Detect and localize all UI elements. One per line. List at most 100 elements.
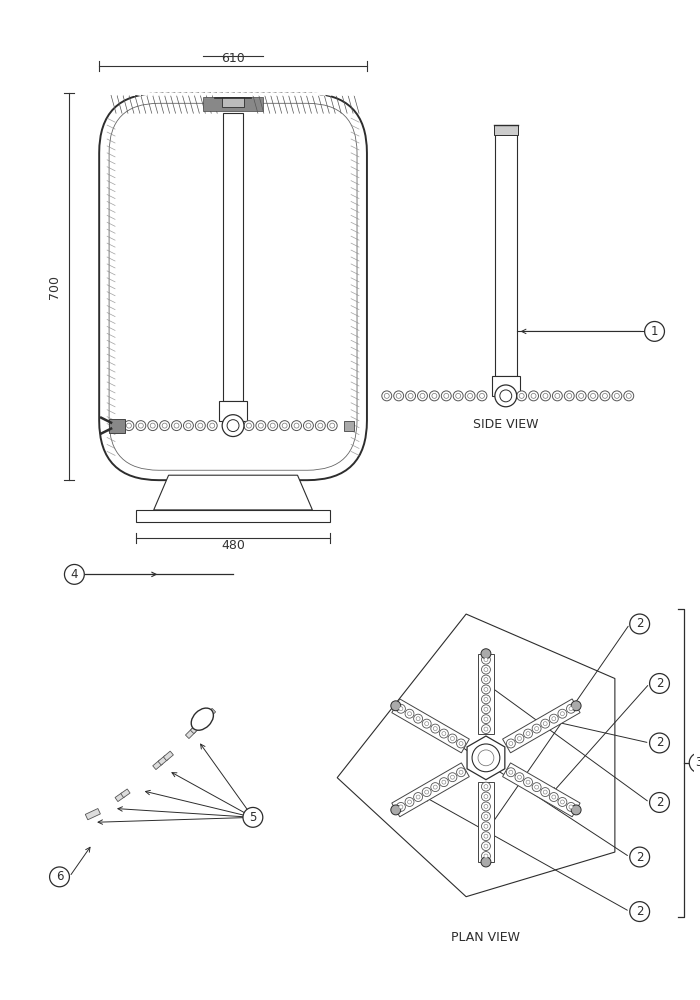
Circle shape <box>425 722 428 726</box>
Bar <box>195 718 206 729</box>
Circle shape <box>430 783 440 792</box>
Circle shape <box>517 737 522 740</box>
Circle shape <box>588 391 598 401</box>
Circle shape <box>416 717 420 721</box>
Circle shape <box>645 321 664 341</box>
Circle shape <box>543 393 548 398</box>
Circle shape <box>268 421 278 431</box>
Circle shape <box>270 423 275 428</box>
Circle shape <box>482 675 491 684</box>
Text: 480: 480 <box>221 539 245 552</box>
Circle shape <box>484 834 488 838</box>
Circle shape <box>246 423 251 428</box>
Circle shape <box>405 798 414 806</box>
Circle shape <box>482 842 491 851</box>
Circle shape <box>506 739 515 748</box>
Circle shape <box>405 709 414 718</box>
Circle shape <box>540 719 550 728</box>
Circle shape <box>484 814 488 818</box>
Bar <box>85 809 100 820</box>
Circle shape <box>127 423 132 428</box>
Circle shape <box>244 421 254 431</box>
Circle shape <box>391 701 400 711</box>
Circle shape <box>484 785 488 789</box>
Circle shape <box>552 391 562 401</box>
Polygon shape <box>392 699 469 753</box>
Circle shape <box>484 854 488 858</box>
Circle shape <box>425 790 428 794</box>
Circle shape <box>422 719 431 728</box>
Ellipse shape <box>191 708 214 730</box>
Circle shape <box>318 423 323 428</box>
Circle shape <box>258 423 263 428</box>
Circle shape <box>482 705 491 714</box>
Circle shape <box>480 393 484 398</box>
Circle shape <box>526 780 530 784</box>
Circle shape <box>222 415 244 437</box>
Circle shape <box>626 393 631 398</box>
Circle shape <box>535 785 538 789</box>
Text: 2: 2 <box>656 796 664 809</box>
Text: 610: 610 <box>221 52 245 65</box>
Polygon shape <box>154 475 312 510</box>
Circle shape <box>382 391 392 401</box>
Circle shape <box>484 717 488 721</box>
Bar <box>492 376 519 396</box>
Circle shape <box>456 393 461 398</box>
Circle shape <box>456 768 466 777</box>
Circle shape <box>468 393 472 398</box>
Circle shape <box>482 715 491 724</box>
Circle shape <box>532 724 541 733</box>
Circle shape <box>524 729 533 738</box>
Circle shape <box>555 393 560 398</box>
Circle shape <box>186 423 191 428</box>
Circle shape <box>600 391 610 401</box>
Polygon shape <box>503 699 580 753</box>
Text: 2: 2 <box>656 736 664 749</box>
Circle shape <box>306 423 311 428</box>
Bar <box>153 760 163 770</box>
Circle shape <box>393 391 404 401</box>
Circle shape <box>484 727 488 731</box>
Circle shape <box>528 391 538 401</box>
Circle shape <box>328 421 337 431</box>
Circle shape <box>524 778 533 787</box>
Circle shape <box>453 391 463 401</box>
Bar <box>200 713 211 724</box>
Circle shape <box>442 780 446 784</box>
Circle shape <box>282 423 287 428</box>
Text: PLAN VIEW: PLAN VIEW <box>452 931 520 944</box>
Circle shape <box>482 685 491 694</box>
Circle shape <box>64 564 84 584</box>
Circle shape <box>416 795 420 799</box>
Circle shape <box>448 773 457 782</box>
Circle shape <box>183 421 193 431</box>
Circle shape <box>484 804 488 808</box>
Circle shape <box>459 741 463 745</box>
Circle shape <box>136 421 146 431</box>
Circle shape <box>148 421 158 431</box>
Circle shape <box>650 793 669 812</box>
Circle shape <box>420 393 425 398</box>
Text: 2: 2 <box>636 905 643 918</box>
Circle shape <box>482 822 491 831</box>
Circle shape <box>399 707 403 711</box>
Circle shape <box>482 695 491 704</box>
Circle shape <box>509 770 513 774</box>
Circle shape <box>482 812 491 821</box>
Circle shape <box>433 727 438 731</box>
Circle shape <box>478 750 494 766</box>
Circle shape <box>292 421 302 431</box>
Bar <box>219 401 247 421</box>
Circle shape <box>482 792 491 801</box>
Circle shape <box>330 423 335 428</box>
Bar <box>163 751 174 761</box>
Circle shape <box>495 385 517 407</box>
Circle shape <box>509 741 513 745</box>
Circle shape <box>451 737 454 740</box>
Circle shape <box>198 423 203 428</box>
Polygon shape <box>478 782 494 862</box>
Circle shape <box>50 867 69 887</box>
Circle shape <box>482 655 491 664</box>
Circle shape <box>162 423 167 428</box>
